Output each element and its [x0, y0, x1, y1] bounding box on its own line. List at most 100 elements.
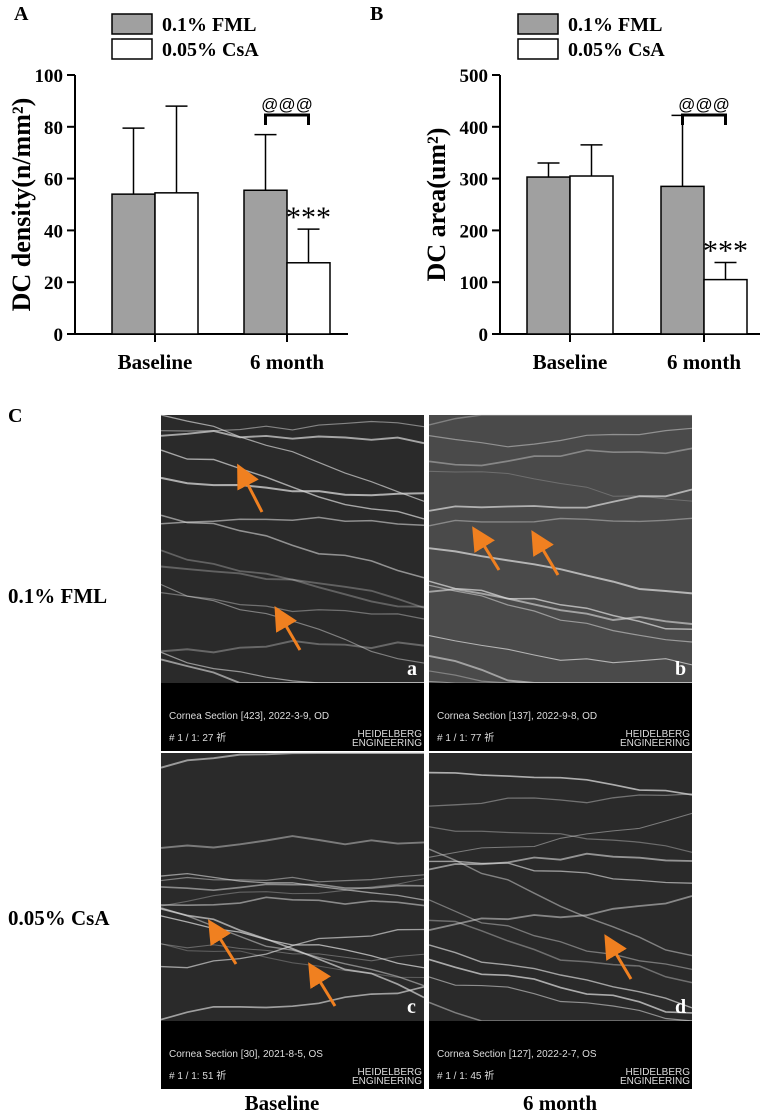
nerve — [428, 848, 693, 957]
annotation: @@@ — [678, 95, 730, 114]
bracket — [681, 113, 727, 125]
caption-bar — [161, 683, 424, 751]
bar — [154, 192, 199, 335]
nerve — [428, 547, 693, 595]
image-frame: # 1 / 1: 51 祈 — [169, 1070, 226, 1082]
nerve — [160, 449, 425, 520]
nerve — [160, 420, 425, 432]
logo: ENGINEERING — [620, 738, 690, 749]
nerve — [160, 874, 425, 883]
nerve — [160, 516, 425, 526]
nerve — [160, 878, 425, 907]
logo: ENGINEERING — [620, 1076, 690, 1087]
legend-label: 0.1% FML — [162, 14, 256, 36]
logo: ENGINEERING — [352, 738, 422, 749]
x-tick-label: Baseline — [533, 350, 608, 374]
y-tick-label: 400 — [460, 118, 489, 139]
nerve — [428, 944, 693, 1009]
nerve — [160, 896, 425, 907]
arrow — [531, 530, 560, 576]
bar — [243, 189, 288, 335]
legend-swatch — [111, 38, 153, 60]
image-letter: c — [407, 996, 416, 1018]
arrow — [308, 962, 337, 1007]
bar — [660, 185, 705, 335]
y-axis-label: DC density(n/mm²) — [7, 98, 36, 312]
annotation: *** — [286, 201, 331, 234]
nerve — [160, 639, 425, 654]
caption-bar — [429, 683, 692, 751]
image-letter: b — [675, 658, 686, 680]
column-label: Baseline — [245, 1091, 320, 1115]
nerve — [160, 943, 425, 962]
image-letter: a — [407, 658, 417, 680]
nerve — [160, 835, 425, 849]
image-frame: # 1 / 1: 77 祈 — [437, 732, 494, 744]
bracket — [264, 113, 310, 125]
caption-bar — [429, 1021, 692, 1089]
nerve — [428, 584, 693, 643]
legend-swatch — [111, 13, 153, 35]
y-tick-label: 80 — [44, 118, 63, 139]
bar — [286, 262, 331, 335]
nerve — [428, 580, 693, 630]
x-tick-label: 6 month — [667, 350, 741, 374]
nerve — [428, 635, 693, 666]
y-tick-label: 100 — [460, 273, 489, 294]
legend-swatch — [517, 38, 559, 60]
annotation: @@@ — [261, 95, 313, 114]
image-caption: Cornea Section [137], 2022-9-8, OD — [437, 711, 597, 722]
y-tick-label: 100 — [35, 66, 64, 87]
legend-label: 0.05% CsA — [162, 39, 259, 61]
nerve — [160, 752, 424, 769]
nerve — [160, 985, 425, 1021]
nerve — [160, 883, 425, 892]
arrow — [604, 934, 633, 980]
image-caption: Cornea Section [127], 2022-2-7, OS — [437, 1049, 597, 1060]
bar — [569, 175, 614, 335]
row-label: 0.05% CsA — [8, 906, 110, 930]
nerve — [428, 517, 693, 527]
legend-label: 0.1% FML — [568, 14, 662, 36]
y-tick-label: 0 — [479, 325, 489, 346]
x-tick-label: Baseline — [118, 350, 193, 374]
nerve — [160, 430, 425, 445]
nerve — [160, 943, 425, 979]
confocal-image — [161, 415, 424, 683]
bar — [111, 193, 156, 335]
legend-swatch — [517, 13, 559, 35]
nerve — [428, 899, 693, 971]
logo: HEIDELBERG — [626, 729, 691, 740]
y-tick-label: 20 — [44, 273, 63, 294]
annotation: *** — [703, 235, 748, 268]
panel-label: A — [14, 3, 29, 25]
nerve — [160, 514, 425, 579]
logo: HEIDELBERG — [358, 1067, 423, 1078]
x-tick-label: 6 month — [250, 350, 324, 374]
arrow — [472, 526, 501, 571]
nerve — [428, 976, 693, 1022]
nerve — [428, 427, 693, 448]
panel-label: C — [8, 405, 22, 427]
y-tick-label: 40 — [44, 221, 63, 242]
image-caption: Cornea Section [423], 2022-3-9, OD — [169, 711, 329, 722]
arrow — [208, 919, 238, 965]
nerve — [160, 549, 425, 609]
nerve — [160, 872, 425, 901]
nerve — [428, 895, 693, 931]
y-tick-label: 300 — [460, 170, 489, 191]
nerve — [160, 915, 425, 969]
caption-bar — [161, 1021, 424, 1089]
nerve — [428, 447, 693, 467]
y-tick-label: 200 — [460, 221, 489, 242]
panel-label: B — [370, 3, 383, 25]
image-frame: # 1 / 1: 27 祈 — [169, 732, 226, 744]
nerve — [428, 414, 692, 426]
image-caption: Cornea Section [30], 2021-8-5, OS — [169, 1049, 323, 1060]
logo: HEIDELBERG — [626, 1067, 691, 1078]
nerve — [428, 826, 693, 853]
y-tick-label: 0 — [54, 325, 64, 346]
y-axis-label: DC area(um²) — [422, 128, 451, 282]
nerve — [428, 488, 693, 512]
